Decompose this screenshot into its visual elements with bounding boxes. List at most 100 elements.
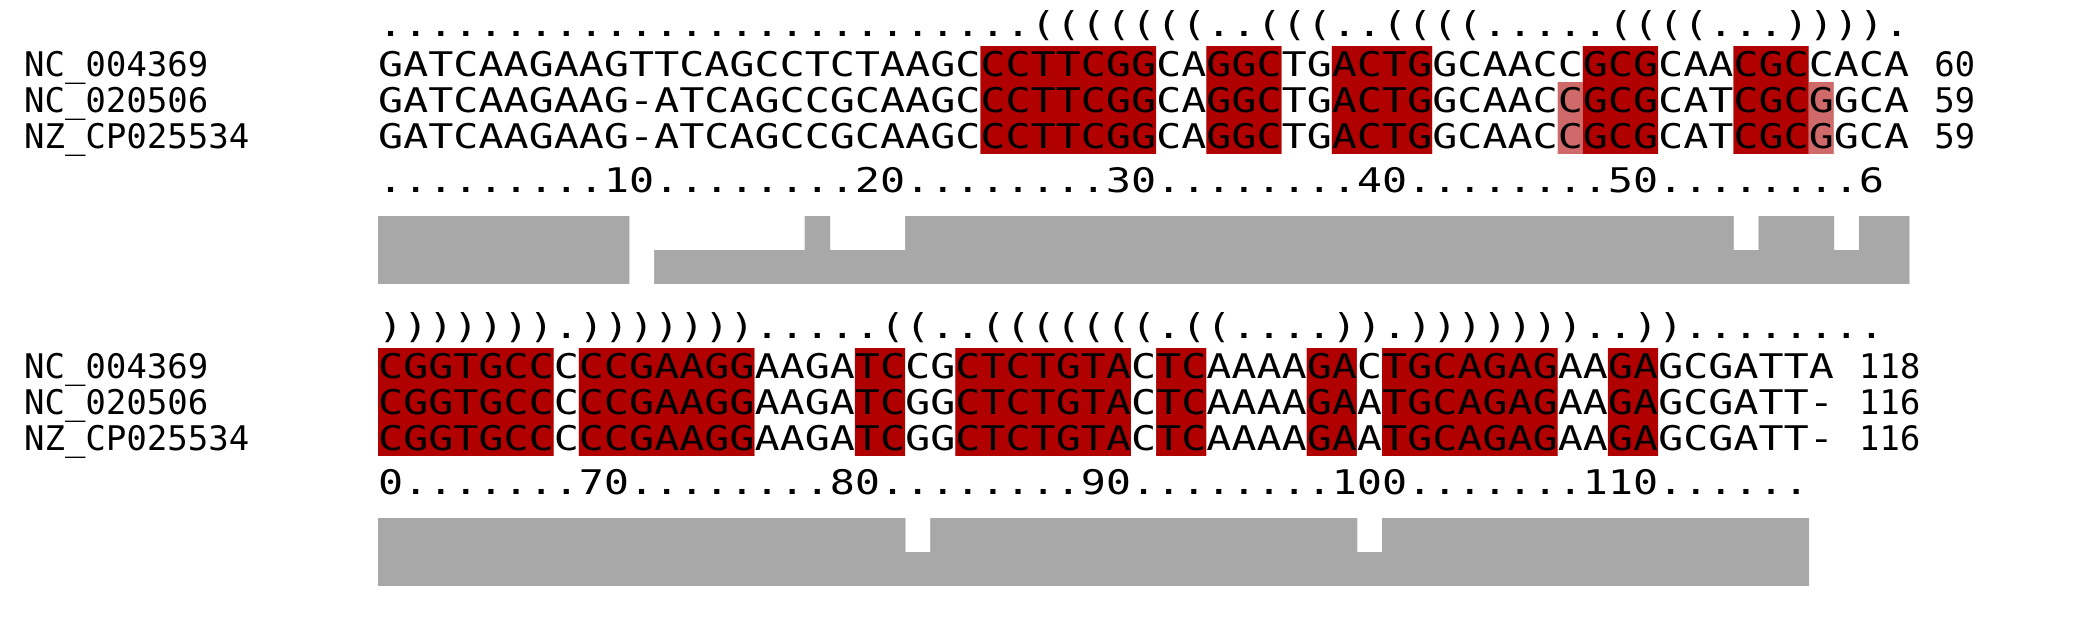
conservation-bar	[1733, 250, 1759, 284]
conservation-bar	[829, 250, 856, 284]
conservation-bar	[1482, 216, 1508, 284]
conservation-bar	[1080, 518, 1107, 586]
alignment-block-2	[378, 348, 1810, 586]
conservation-bar	[1758, 518, 1784, 586]
conservation-bar	[1858, 216, 1885, 284]
conservation-bar	[955, 518, 981, 586]
paired-base-highlight	[980, 46, 1157, 82]
secondary-structure-line: ..........................(((((((..(((..…	[378, 5, 1909, 45]
conservation-bar	[905, 216, 931, 284]
conservation-bar	[1407, 216, 1433, 284]
conservation-bar	[403, 216, 429, 284]
paired-base-highlight	[1382, 348, 1558, 384]
conservation-bar	[1281, 216, 1308, 284]
paired-base-highlight	[578, 384, 755, 420]
conservation-bar	[779, 518, 806, 586]
conservation-bar	[1658, 216, 1684, 284]
conservation-bar	[1582, 216, 1609, 284]
conservation-bar	[679, 518, 705, 586]
conservation-bar	[578, 216, 605, 284]
paired-base-highlight	[1206, 46, 1282, 82]
conservation-bar	[1607, 518, 1634, 586]
conservation-bar	[905, 552, 931, 586]
paired-base-highlight	[980, 118, 1157, 154]
conservation-bar	[880, 518, 906, 586]
conservation-bar	[1356, 552, 1383, 586]
conservation-bar	[378, 216, 404, 284]
conservation-bar	[1808, 216, 1835, 284]
position-ruler: 0.......70........80........90........10…	[378, 463, 1809, 503]
conservation-bar	[453, 518, 479, 586]
conservation-bar	[1658, 518, 1684, 586]
paired-base-highlight	[1306, 384, 1357, 420]
paired-base-highlight	[1331, 82, 1433, 118]
sequence-name: NC_004369	[24, 45, 208, 85]
conservation-bar	[1382, 518, 1408, 586]
conservation-bar	[854, 250, 881, 284]
conservation-bar	[1030, 216, 1057, 284]
conservation-bar	[1884, 216, 1910, 284]
conservation-bar	[729, 250, 755, 284]
conservation-bar	[1105, 216, 1132, 284]
conservation-bar	[1783, 216, 1810, 284]
conservation-bar	[1607, 216, 1634, 284]
conservation-bar	[779, 250, 806, 284]
paired-base-highlight	[980, 82, 1157, 118]
sequence-end-position: 60	[1934, 45, 1975, 85]
conservation-bar	[1733, 518, 1759, 586]
conservation-bar	[1156, 518, 1182, 586]
conservation-bar	[1457, 518, 1483, 586]
conservation-bar	[1432, 216, 1458, 284]
conservation-bar	[1231, 518, 1257, 586]
conservation-bar	[1331, 518, 1358, 586]
conservation-bar	[1507, 216, 1533, 284]
conservation-bar	[1306, 216, 1333, 284]
conservation-bar	[1683, 518, 1709, 586]
conservation-bar	[1156, 216, 1182, 284]
conservation-bar	[1005, 518, 1031, 586]
conservation-bar	[1482, 518, 1508, 586]
conservation-bar	[854, 518, 881, 586]
paired-base-highlight	[955, 348, 1131, 384]
conservation-bar	[528, 518, 555, 586]
paired-base-highlight	[854, 420, 906, 456]
paired-base-highlight	[1582, 46, 1659, 82]
conservation-bar	[1758, 216, 1784, 284]
conservation-bar	[553, 518, 580, 586]
paired-base-highlight	[1306, 348, 1357, 384]
conservation-bar	[804, 518, 831, 586]
sequence-residues: CGGTGCCCCCGAAGGAAGATCCGCTCTGTACTCAAAAGAC…	[378, 347, 1834, 387]
paired-base-highlight	[1582, 118, 1659, 154]
conservation-bar	[1633, 518, 1659, 586]
conservation-bar	[1683, 216, 1709, 284]
conservation-bar	[603, 216, 630, 284]
paired-base-highlight	[854, 348, 906, 384]
paired-base-highlight	[1607, 348, 1659, 384]
paired-base-highlight	[1206, 118, 1282, 154]
paired-base-highlight	[378, 384, 554, 420]
paired-base-highlight	[1156, 420, 1207, 456]
sequence-end-position: 59	[1934, 117, 1975, 157]
conservation-bar	[1055, 518, 1082, 586]
paired-base-highlight	[578, 348, 755, 384]
paired-base-highlight	[955, 384, 1131, 420]
paired-base-highlight	[1582, 82, 1659, 118]
conservation-bar	[1507, 518, 1533, 586]
conservation-bar	[654, 250, 680, 284]
alignment-block-1	[378, 46, 1910, 284]
conservation-bar	[1582, 518, 1609, 586]
paired-base-highlight	[1331, 46, 1433, 82]
sequence-end-position: 116	[1859, 419, 1920, 459]
paired-base-highlight	[1733, 82, 1809, 118]
conservation-bar	[1382, 216, 1408, 284]
conservation-bar	[1181, 216, 1207, 284]
conservation-bar	[553, 216, 580, 284]
conservation-bar	[503, 518, 529, 586]
conservation-bar	[980, 518, 1006, 586]
conservation-bar	[1256, 518, 1282, 586]
conservation-bar	[1356, 216, 1383, 284]
conservation-bar	[980, 216, 1006, 284]
conservation-bar	[930, 216, 956, 284]
sequence-name: NC_004369	[24, 347, 208, 387]
